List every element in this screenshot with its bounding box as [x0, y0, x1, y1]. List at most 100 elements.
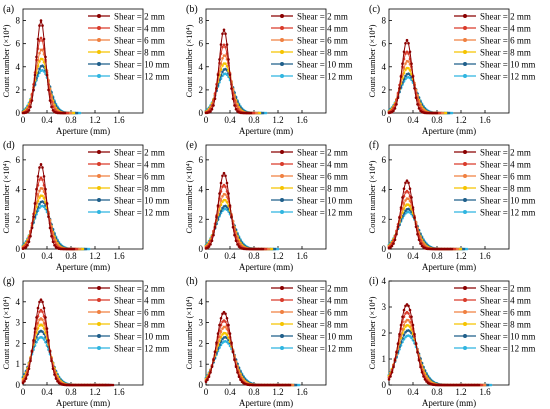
data-point: [41, 336, 44, 340]
data-point: [215, 215, 218, 219]
legend-entry: Shear = 2 mm: [297, 284, 348, 294]
legend-marker: [97, 286, 101, 290]
data-point: [408, 50, 412, 54]
data-point: [38, 300, 41, 304]
data-point: [215, 87, 218, 90]
data-point: [38, 39, 41, 42]
series-2mm: [387, 38, 439, 115]
data-point: [36, 306, 40, 310]
data-point: [408, 308, 412, 312]
data-point: [38, 166, 41, 169]
data-point: [39, 176, 43, 179]
legend-entry: Shear = 12 mm: [114, 208, 169, 218]
x-tick-label: 1.2: [455, 251, 466, 261]
data-point: [225, 317, 229, 320]
data-point: [392, 242, 395, 245]
legend-entry: Shear = 2 mm: [114, 284, 165, 294]
legend-marker: [97, 186, 101, 190]
series-line: [388, 335, 491, 386]
y-axis-label: Count number (×10⁴): [184, 160, 194, 233]
data-point: [219, 43, 223, 46]
data-point: [239, 378, 242, 382]
data-point: [231, 350, 235, 354]
y-tick-label: 4: [16, 185, 21, 195]
data-point: [402, 202, 406, 206]
legend-entry: Shear = 6 mm: [480, 36, 531, 46]
legend-entry: Shear = 2 mm: [297, 148, 348, 158]
chart-panel-i: (i) 0 0.4 0.8 1.2 1.6 0 1 2 3 4 Aperture (mm) Count …: [367, 276, 535, 408]
data-point: [414, 342, 418, 345]
data-point: [45, 327, 49, 330]
data-point: [483, 383, 487, 387]
legend-marker: [97, 14, 101, 18]
chart-panel-g: (g) 0 0.4 0.8 1.2 1.6 0 1 2 3 4 Aperture (mm) Count …: [1, 276, 169, 408]
legend-marker: [280, 298, 284, 302]
data-point: [486, 383, 490, 387]
chart-panel-f: (f) 0 0.4 0.8 1.2 1.6 0 2 4 6 Aperture (mm) Count n…: [367, 140, 535, 272]
data-point: [23, 380, 26, 383]
data-point: [288, 383, 292, 387]
data-point: [224, 193, 227, 196]
data-point: [422, 375, 425, 378]
data-point: [267, 247, 271, 251]
data-point: [438, 111, 442, 115]
data-point: [407, 181, 410, 185]
data-point: [225, 333, 229, 337]
data-point: [417, 238, 421, 242]
legend-marker: [280, 162, 284, 166]
legend-marker: [97, 346, 101, 350]
y-tick-label: 4: [16, 297, 21, 307]
x-tick-label: 0.4: [41, 115, 53, 125]
data-point: [32, 339, 35, 342]
legend-marker: [463, 50, 467, 54]
data-point: [72, 111, 76, 115]
legend-entry: Shear = 12 mm: [114, 344, 169, 354]
data-point: [210, 108, 214, 111]
legend-entry: Shear = 12 mm: [480, 72, 535, 82]
x-tick-label: 0.8: [65, 387, 77, 397]
data-point: [207, 245, 211, 248]
data-point: [221, 32, 224, 36]
y-tick-label: 0: [382, 108, 387, 118]
data-point: [78, 111, 82, 115]
data-point: [224, 62, 227, 65]
data-point: [227, 58, 230, 61]
plot-frame: [22, 8, 144, 114]
y-tick-label: 6: [199, 155, 204, 165]
data-point: [407, 52, 410, 55]
data-point: [53, 373, 56, 376]
legend-marker: [463, 162, 467, 166]
data-point: [41, 39, 44, 42]
data-point: [50, 234, 53, 238]
y-tick-label: 6: [199, 39, 204, 49]
data-point: [219, 199, 223, 202]
data-point: [413, 332, 416, 336]
y-tick-label: 6: [16, 155, 21, 165]
x-tick-label: 1.6: [113, 251, 125, 261]
y-axis-label: Count number (×10⁴): [1, 296, 11, 369]
data-point: [39, 19, 43, 22]
data-point: [39, 298, 43, 302]
legend-entry: Shear = 6 mm: [114, 308, 165, 318]
data-point: [465, 247, 469, 251]
y-tick-label: 8: [16, 16, 21, 26]
data-point: [48, 99, 52, 102]
data-point: [41, 330, 44, 334]
x-tick-label: 0.8: [431, 115, 443, 125]
data-point: [398, 216, 401, 219]
data-point: [26, 373, 29, 376]
data-point: [41, 187, 44, 190]
legend-marker: [97, 198, 101, 202]
data-point: [411, 323, 415, 327]
data-point: [462, 247, 466, 251]
legend-entry: Shear = 2 mm: [480, 148, 531, 158]
data-point: [255, 111, 259, 115]
data-point: [401, 62, 404, 65]
x-tick-label: 1.2: [272, 251, 283, 261]
y-tick-label: 4: [199, 62, 204, 72]
x-tick-label: 0.4: [224, 251, 236, 261]
data-point: [225, 181, 229, 185]
y-axis-label: Count number (×10⁴): [1, 160, 11, 233]
data-point: [390, 371, 394, 374]
data-point: [53, 244, 56, 247]
